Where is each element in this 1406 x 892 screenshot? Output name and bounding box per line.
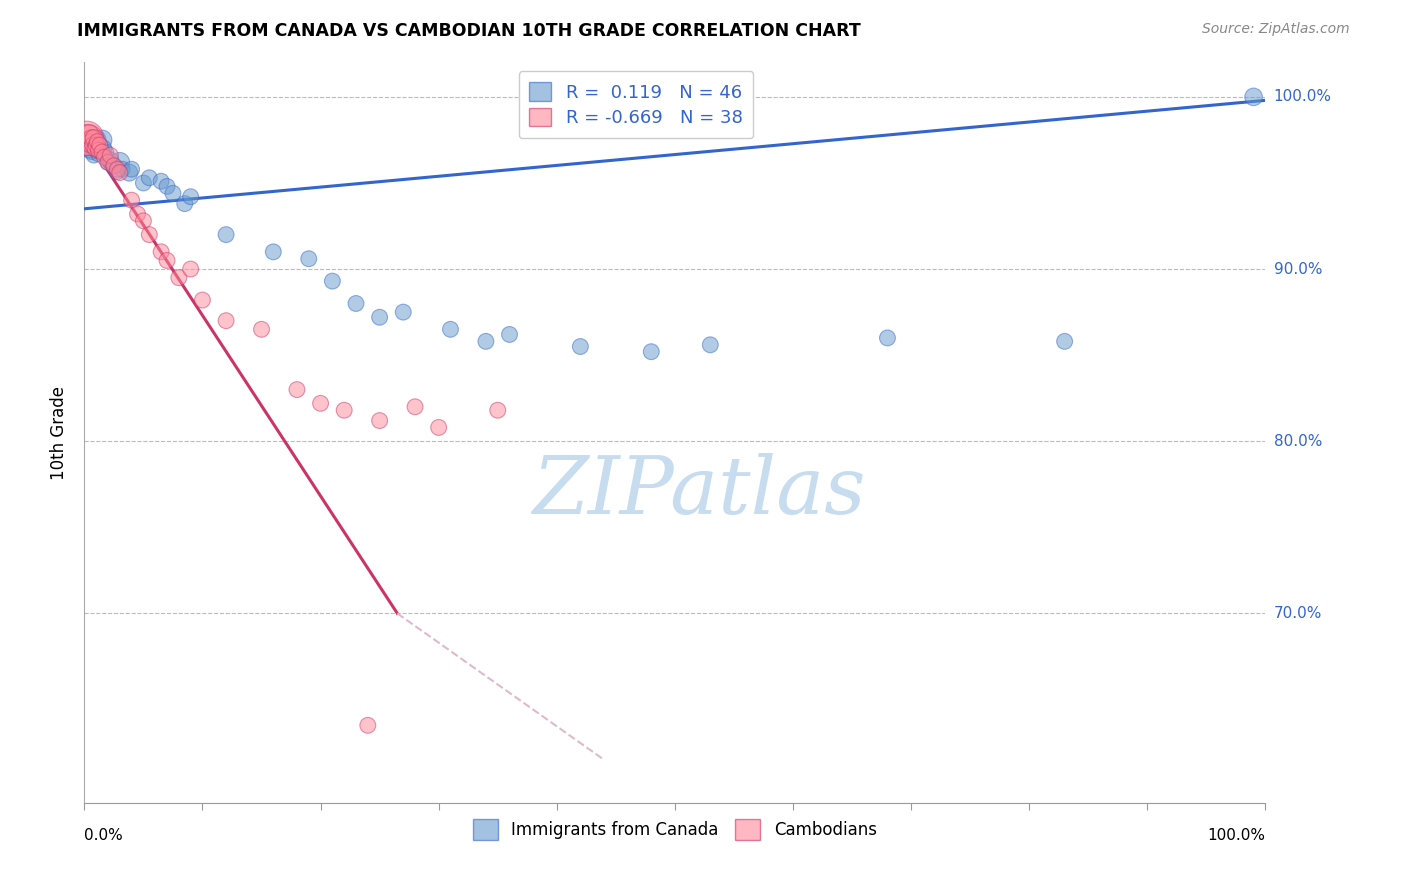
Point <box>215 314 238 328</box>
Point <box>486 403 509 417</box>
Text: ZIPatlas: ZIPatlas <box>531 453 865 531</box>
Point <box>262 244 284 259</box>
Point <box>475 334 498 349</box>
Point <box>132 214 155 228</box>
Point <box>162 186 184 201</box>
Point <box>87 146 110 161</box>
Text: Source: ZipAtlas.com: Source: ZipAtlas.com <box>1202 22 1350 37</box>
Point <box>392 305 415 319</box>
Point <box>86 135 108 149</box>
Point <box>191 293 214 307</box>
Y-axis label: 10th Grade: 10th Grade <box>51 385 69 480</box>
Point <box>84 138 107 153</box>
Point <box>89 138 111 153</box>
Point <box>569 339 592 353</box>
Point <box>138 227 160 242</box>
Point <box>498 327 520 342</box>
Point <box>87 143 110 157</box>
Point <box>180 262 202 277</box>
Point <box>82 138 104 153</box>
Point <box>132 176 155 190</box>
Legend: Immigrants from Canada, Cambodians: Immigrants from Canada, Cambodians <box>467 813 883 847</box>
Point <box>98 148 121 162</box>
Point <box>107 164 129 178</box>
Point <box>1243 90 1265 104</box>
Point <box>98 153 121 168</box>
Point <box>93 150 115 164</box>
Point <box>640 344 662 359</box>
Point <box>250 322 273 336</box>
Text: 0.0%: 0.0% <box>84 828 124 843</box>
Point <box>156 253 179 268</box>
Point <box>127 207 149 221</box>
Point <box>79 136 101 151</box>
Point <box>83 148 105 162</box>
Point <box>77 133 100 147</box>
Text: 90.0%: 90.0% <box>1274 261 1322 277</box>
Point <box>150 174 173 188</box>
Point <box>285 383 308 397</box>
Point <box>76 131 98 145</box>
Point <box>79 138 101 153</box>
Point <box>77 136 100 151</box>
Point <box>91 133 114 147</box>
Point <box>344 296 367 310</box>
Point <box>97 155 120 169</box>
Point <box>80 131 103 145</box>
Point <box>321 274 343 288</box>
Point <box>150 244 173 259</box>
Point <box>180 190 202 204</box>
Point <box>121 162 143 177</box>
Point <box>1053 334 1076 349</box>
Point <box>357 718 380 732</box>
Point <box>156 179 179 194</box>
Point <box>138 170 160 185</box>
Point <box>103 159 125 173</box>
Point <box>111 162 134 177</box>
Point <box>427 420 450 434</box>
Point <box>439 322 461 336</box>
Point <box>86 143 108 157</box>
Point <box>94 145 117 159</box>
Point <box>77 142 100 156</box>
Point <box>167 270 190 285</box>
Point <box>80 145 103 159</box>
Point <box>90 145 112 159</box>
Point <box>83 131 105 145</box>
Point <box>91 145 114 159</box>
Text: 70.0%: 70.0% <box>1274 606 1322 621</box>
Text: IMMIGRANTS FROM CANADA VS CAMBODIAN 10TH GRADE CORRELATION CHART: IMMIGRANTS FROM CANADA VS CAMBODIAN 10TH… <box>77 22 860 40</box>
Point <box>108 155 131 169</box>
Point <box>84 133 107 147</box>
Point <box>368 310 391 325</box>
Point <box>173 196 195 211</box>
Point <box>82 135 104 149</box>
Point <box>215 227 238 242</box>
Point <box>333 403 356 417</box>
Point <box>699 338 721 352</box>
Point <box>876 331 898 345</box>
Text: 80.0%: 80.0% <box>1274 434 1322 449</box>
Text: 100.0%: 100.0% <box>1274 89 1331 104</box>
Point <box>121 193 143 207</box>
Point <box>97 155 120 169</box>
Point <box>77 128 100 142</box>
Point <box>108 166 131 180</box>
Point <box>84 142 107 156</box>
Point <box>103 159 125 173</box>
Point <box>107 162 129 177</box>
Point <box>89 138 111 153</box>
Point <box>118 166 141 180</box>
Point <box>84 140 107 154</box>
Point <box>298 252 321 266</box>
Text: 100.0%: 100.0% <box>1208 828 1265 843</box>
Point <box>91 142 114 156</box>
Point <box>309 396 332 410</box>
Point <box>368 413 391 427</box>
Point <box>404 400 426 414</box>
